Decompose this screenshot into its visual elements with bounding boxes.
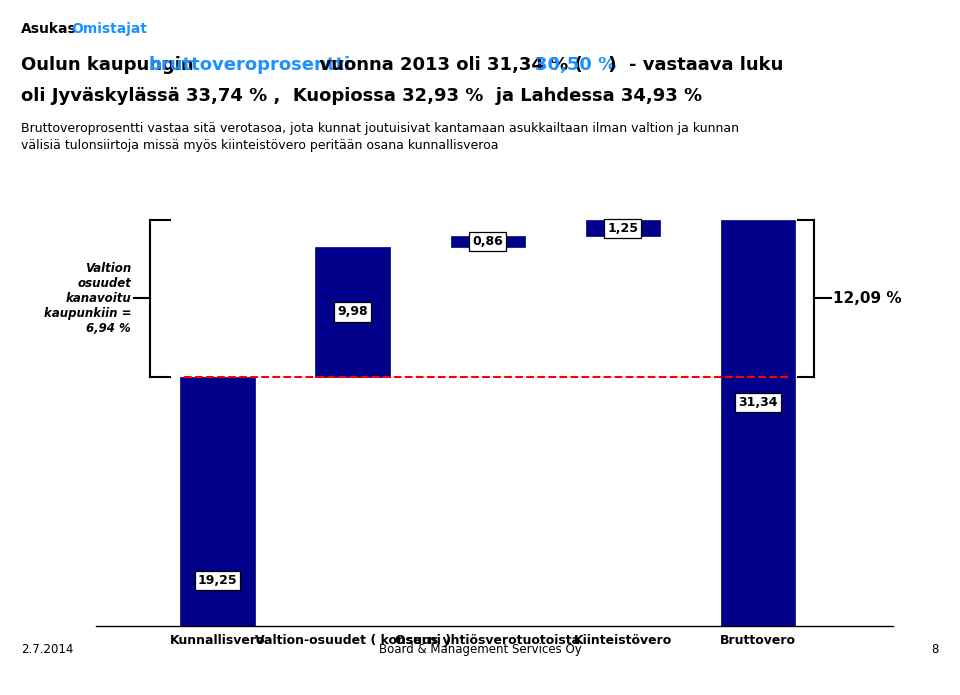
Bar bbox=[180, 377, 254, 626]
Text: Oulun kaupungin: Oulun kaupungin bbox=[21, 56, 200, 74]
Text: 30,50 %: 30,50 % bbox=[535, 56, 616, 74]
Text: oli Jyväskylässä 33,74 % ,  Kuopiossa 32,93 %  ja Lahdessa 34,93 %: oli Jyväskylässä 33,74 % , Kuopiossa 32,… bbox=[21, 87, 703, 105]
Text: 8: 8 bbox=[931, 643, 939, 656]
Text: bruttoveroprosentti: bruttoveroprosentti bbox=[149, 56, 351, 74]
Bar bbox=[450, 236, 525, 247]
Text: vuonna 2013 oli 31,34 % (: vuonna 2013 oli 31,34 % ( bbox=[307, 56, 589, 74]
Text: Board & Management Services Oy: Board & Management Services Oy bbox=[378, 643, 582, 656]
Text: Bruttoveroprosentti vastaa sitä verotasoa, jota kunnat joutuisivat kantamaan asu: Bruttoveroprosentti vastaa sitä verotaso… bbox=[21, 122, 739, 135]
Text: Omistajat: Omistajat bbox=[71, 22, 147, 36]
Bar bbox=[316, 247, 390, 377]
Text: 0,86: 0,86 bbox=[472, 236, 503, 248]
Text: Asukas: Asukas bbox=[21, 22, 77, 36]
Text: välisiä tulonsiirtoja missä myös kiinteistövero peritään osana kunnallisveroa: välisiä tulonsiirtoja missä myös kiintei… bbox=[21, 139, 498, 152]
Bar bbox=[721, 220, 795, 626]
Text: 1,25: 1,25 bbox=[607, 222, 638, 235]
Text: 12,09 %: 12,09 % bbox=[833, 291, 902, 306]
Text: 31,34: 31,34 bbox=[738, 396, 778, 409]
Text: )  - vastaava luku: ) - vastaava luku bbox=[602, 56, 783, 74]
Text: 9,98: 9,98 bbox=[337, 306, 368, 318]
Text: 19,25: 19,25 bbox=[198, 574, 237, 587]
Text: 2.7.2014: 2.7.2014 bbox=[21, 643, 74, 656]
Bar bbox=[586, 220, 660, 236]
Text: Valtion
osuudet
kanavoitu
kaupunkiin =
6,94 %: Valtion osuudet kanavoitu kaupunkiin = 6… bbox=[43, 262, 132, 335]
